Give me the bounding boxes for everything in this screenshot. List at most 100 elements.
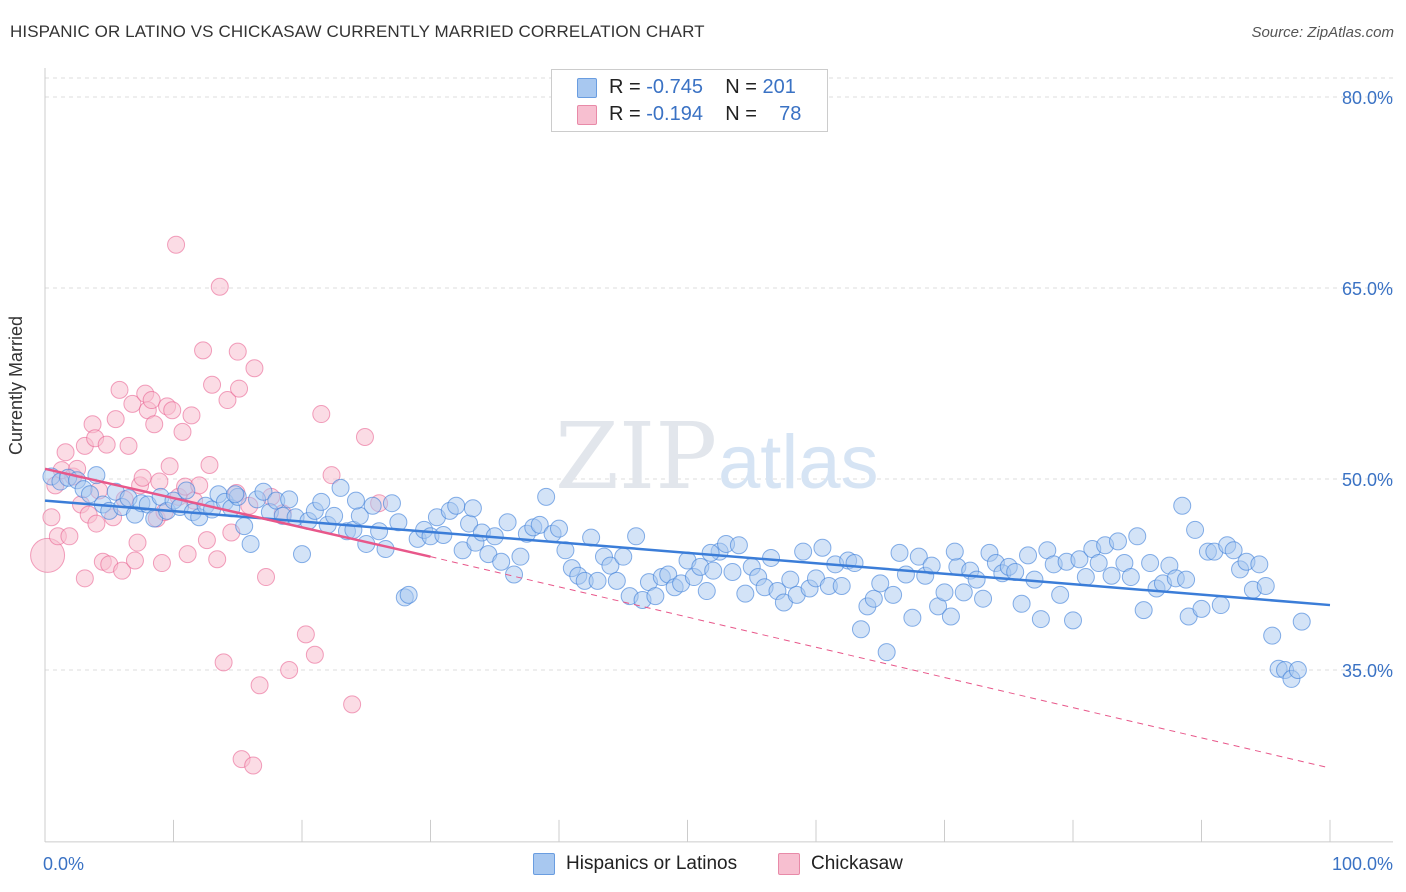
legend-n-label: N = [725,76,763,98]
hispanic-point [1012,594,1031,613]
hispanic-point [877,643,896,662]
chickasaw-point [97,435,116,454]
hispanic-point [607,571,626,590]
bottom-legend-label: Chickasaw [811,853,903,874]
legend-r-label: R = [609,103,647,125]
legend-n-label: N = [725,103,763,125]
hispanic-point [382,494,401,513]
hispanic-point [1211,596,1230,615]
hispanic-point [511,547,530,566]
legend-swatch-chickasaw [577,105,597,125]
hispanic-point [701,543,720,562]
chickasaw-point [208,550,227,569]
chickasaw-trend-extension [430,556,1331,769]
hispanic-point [1224,541,1243,560]
hispanic-point [845,554,864,573]
chickasaw-point [355,427,374,446]
hispanic-point [851,620,870,639]
hispanic-point [498,513,517,532]
hispanic-point [588,571,607,590]
chickasaw-point [119,436,138,455]
hispanic-point [434,526,453,545]
hispanic-point [235,517,254,536]
chickasaw-point [110,380,129,399]
watermark-atlas: atlas [718,420,879,505]
legend-n-value: 78 [779,103,802,125]
hispanic-point [346,491,365,510]
chickasaw-point [197,531,216,550]
hispanic-point [1070,550,1089,569]
hispanic-point [864,589,883,608]
source-label: Source: ZipAtlas.com [1251,24,1394,41]
chickasaw-point [230,379,249,398]
chickasaw-point [133,468,152,487]
hispanic-point [1031,610,1050,629]
hispanic-point [627,527,646,546]
chickasaw-point [56,443,75,462]
hispanic-point [530,515,549,534]
chickasaw-point [245,359,264,378]
trend-lines [44,467,1331,769]
hispanic-point [813,538,832,557]
hispanic-point [312,492,331,511]
hispanic-point [492,552,511,571]
bottom-legend-swatch-chickasaw [778,853,800,875]
chickasaw-point [125,551,144,570]
y-axis-label: Currently Married [6,315,26,455]
chickasaw-point [200,455,219,474]
chickasaw-point [42,508,61,527]
hispanic-point [1250,555,1269,574]
hispanic-point [890,543,909,562]
hispanic-point [935,583,954,602]
legend-n-value: 201 [762,76,796,98]
hispanic-point [463,499,482,518]
chickasaw-point [163,401,182,420]
tick-labels: 80.0% 65.0% 50.0% 35.0% 0.0% 100.0% [43,88,1393,874]
legend-r-value: -0.745 [646,76,703,98]
hispanic-point [254,482,273,501]
chickasaw-point [182,406,201,425]
hispanic-point [832,576,851,595]
hispanic-point [794,542,813,561]
watermark-zip: ZIP [555,403,717,510]
hispanic-point [697,582,716,601]
chickasaw-point [178,545,197,564]
chickasaw-point [160,457,179,476]
chickasaw-point [113,561,132,580]
hispanic-point [331,478,350,497]
hispanic-point [1177,570,1196,589]
chickasaw-point [150,472,169,491]
hispanic-point [614,547,633,566]
chickasaw-point [173,422,192,441]
hispanic-point [1263,626,1282,645]
chickasaw-point [305,645,324,664]
hispanic-point [537,487,556,506]
hispanic-point [241,534,260,553]
chickasaw-point [296,625,315,644]
chickasaw-point [145,415,164,434]
hispanic-point [293,545,311,564]
chickasaw-point [106,410,125,429]
hispanic-point [646,587,665,606]
chickasaw-point [167,235,186,254]
chart-title: HISPANIC OR LATINO VS CHICKASAW CURRENTL… [10,22,705,41]
chickasaw-point [250,676,269,695]
hispanic-point [871,574,890,593]
hispanic-point [1121,568,1140,587]
hispanic-point [884,585,903,604]
axes [44,68,1393,843]
hispanic-point [896,565,915,584]
chickasaw-point [30,537,66,573]
chickasaw-point [128,533,147,552]
hispanic-point [1089,554,1108,573]
hispanic-point [601,556,620,575]
hispanic-point [729,536,748,555]
hispanic-point [967,570,986,589]
legend-r-value: -0.194 [646,103,703,125]
hispanic-point [1019,546,1038,565]
chickasaw-trend-line [44,467,431,558]
hispanic-point [1064,611,1082,630]
chickasaw-point [194,341,213,360]
chickasaw-point [152,554,171,573]
hispanic-point [922,556,941,575]
